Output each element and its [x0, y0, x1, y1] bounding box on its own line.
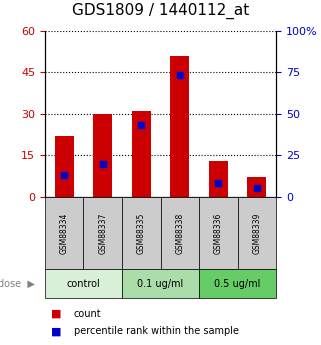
Text: 0.1 ug/ml: 0.1 ug/ml — [137, 279, 184, 289]
Text: GSM88339: GSM88339 — [252, 212, 261, 254]
Bar — [209, 161, 228, 197]
Text: GSM88336: GSM88336 — [214, 212, 223, 254]
Bar — [247, 177, 266, 197]
Text: GSM88338: GSM88338 — [175, 212, 184, 254]
Text: ■: ■ — [51, 309, 62, 319]
Bar — [132, 111, 151, 197]
Text: percentile rank within the sample: percentile rank within the sample — [74, 326, 239, 336]
Text: GSM88334: GSM88334 — [60, 212, 69, 254]
Text: GSM88337: GSM88337 — [98, 212, 107, 254]
Text: dose  ▶: dose ▶ — [0, 279, 35, 289]
Text: count: count — [74, 309, 101, 319]
Text: 0.5 ug/ml: 0.5 ug/ml — [214, 279, 261, 289]
Text: GSM88335: GSM88335 — [137, 212, 146, 254]
Text: GDS1809 / 1440112_at: GDS1809 / 1440112_at — [72, 3, 249, 19]
Text: control: control — [66, 279, 100, 289]
Bar — [170, 56, 189, 197]
Text: ■: ■ — [51, 326, 62, 336]
Bar — [93, 114, 112, 197]
Bar — [55, 136, 74, 197]
